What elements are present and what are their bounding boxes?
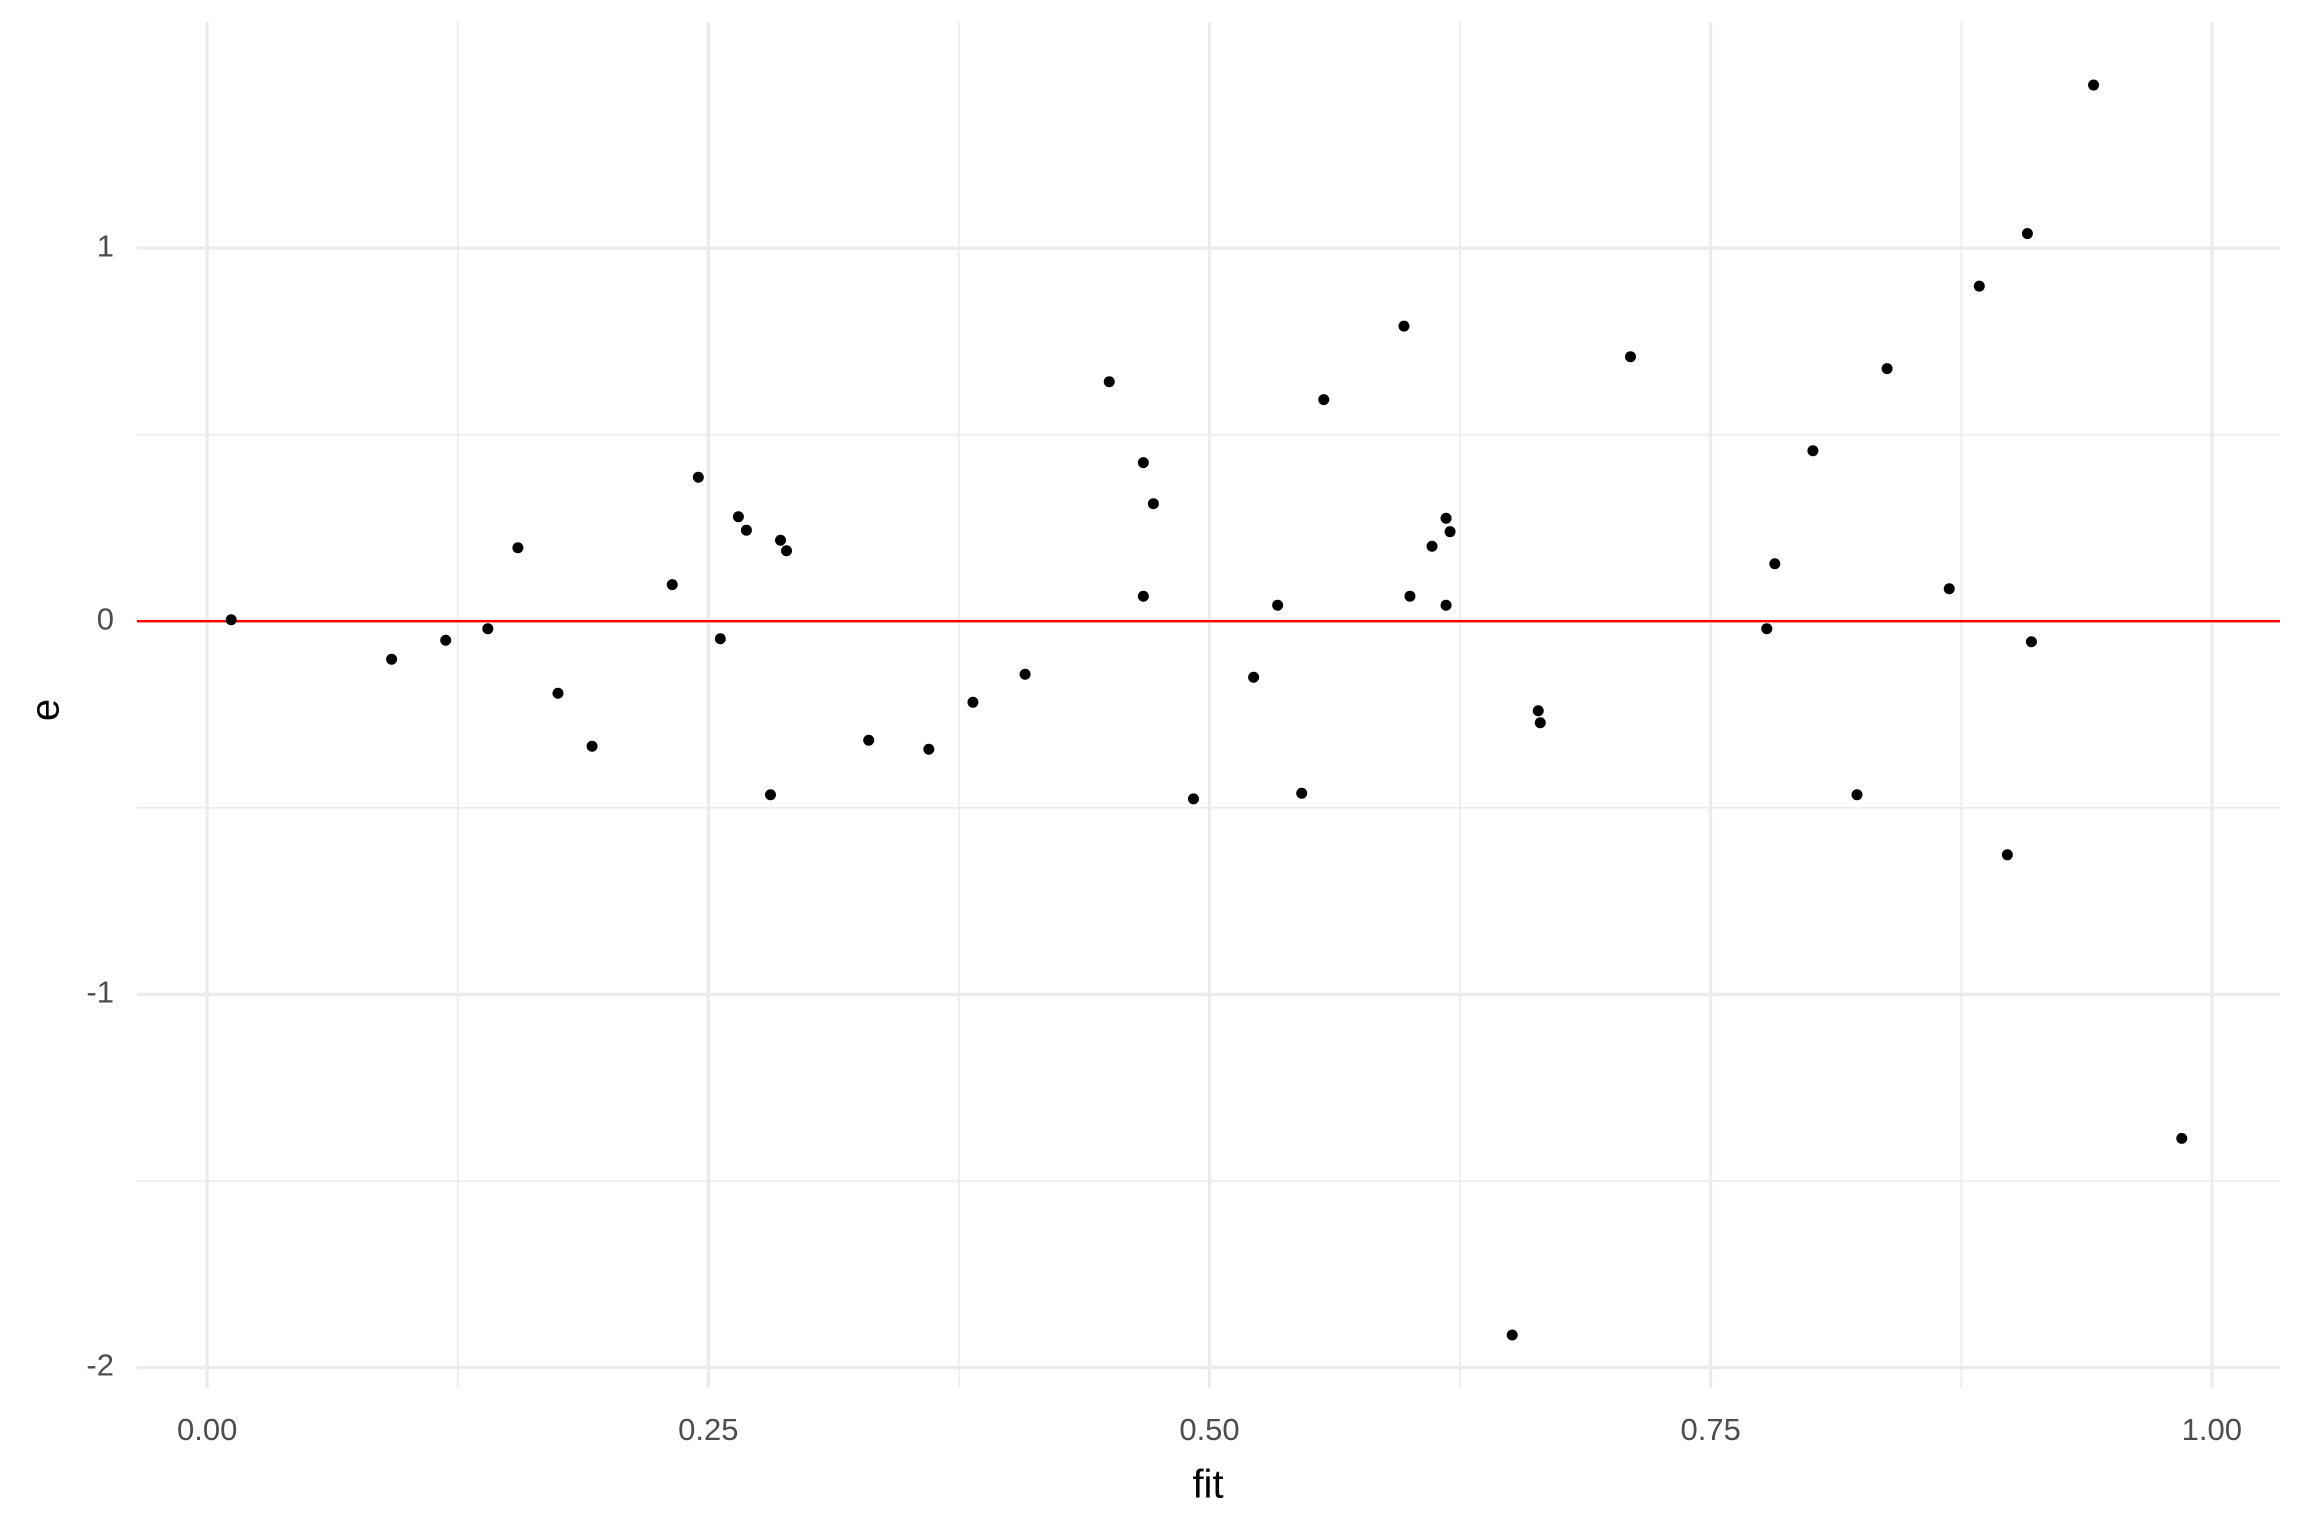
- point: [1147, 498, 1159, 510]
- point: [1296, 787, 1308, 799]
- point: [764, 789, 776, 801]
- marks: [137, 79, 2280, 1341]
- x-tick-label: 0.00: [177, 1412, 237, 1447]
- point: [1624, 351, 1636, 363]
- x-axis-title: fit: [1192, 1463, 1223, 1507]
- point: [732, 511, 744, 523]
- point: [586, 740, 598, 752]
- point: [386, 653, 398, 665]
- x-tick-label: 0.50: [1179, 1412, 1239, 1447]
- point: [923, 743, 935, 755]
- point: [1506, 1329, 1518, 1341]
- point: [666, 579, 678, 591]
- y-tick-label: 1: [97, 228, 114, 263]
- x-tick-label: 0.25: [678, 1412, 738, 1447]
- point: [863, 734, 875, 746]
- point: [1398, 320, 1410, 332]
- point: [512, 542, 524, 554]
- point: [1444, 526, 1456, 538]
- x-tick-label: 0.75: [1680, 1412, 1740, 1447]
- point: [1761, 623, 1773, 635]
- point: [482, 623, 494, 635]
- point: [1973, 280, 1985, 292]
- point: [781, 545, 793, 557]
- y-tick-label: -2: [86, 1348, 114, 1383]
- point: [1019, 668, 1031, 680]
- point: [1807, 445, 1819, 457]
- point: [440, 634, 452, 646]
- point: [775, 534, 787, 546]
- y-tick-label: -1: [86, 975, 114, 1010]
- point: [1137, 457, 1149, 469]
- x-tick-label: 1.00: [2182, 1412, 2242, 1447]
- grid: [137, 22, 2280, 1388]
- point: [1881, 363, 1893, 375]
- point: [714, 633, 726, 645]
- point: [2001, 849, 2013, 861]
- point: [1137, 590, 1149, 602]
- point: [1534, 717, 1546, 729]
- point: [2021, 228, 2033, 240]
- point: [1248, 671, 1260, 683]
- point: [2176, 1132, 2188, 1144]
- point: [2088, 79, 2100, 91]
- point: [1440, 599, 1452, 611]
- point: [1769, 558, 1781, 570]
- y-tick-label: 0: [97, 601, 114, 636]
- y-axis-title: e: [24, 699, 68, 721]
- point: [1440, 512, 1452, 524]
- point: [692, 471, 704, 483]
- point: [967, 696, 979, 708]
- point: [225, 614, 237, 626]
- point: [1943, 583, 1955, 595]
- point: [1103, 376, 1115, 388]
- point: [1426, 540, 1438, 552]
- point: [1272, 599, 1284, 611]
- point: [552, 687, 564, 699]
- point: [2025, 636, 2037, 648]
- point: [1318, 394, 1330, 406]
- point: [1851, 789, 1863, 801]
- point: [1187, 793, 1199, 805]
- point: [1532, 705, 1544, 717]
- point: [740, 524, 752, 536]
- point: [1404, 590, 1416, 602]
